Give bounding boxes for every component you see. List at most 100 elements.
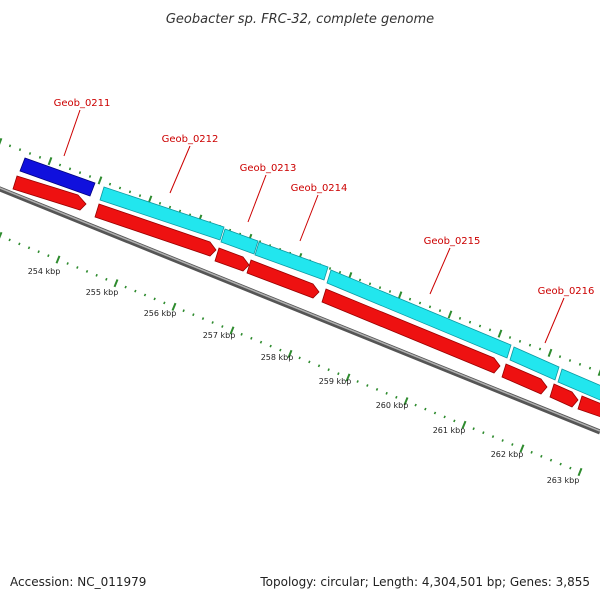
minor-tick (58, 163, 62, 167)
minor-tick (385, 391, 388, 395)
cds-arrow[interactable] (501, 363, 548, 395)
gene-track (99, 186, 600, 401)
minor-tick (472, 427, 475, 431)
major-tick (229, 326, 235, 335)
minor-tick (143, 293, 147, 297)
minor-tick (259, 340, 263, 344)
gene-feature[interactable] (220, 228, 259, 255)
minor-tick (528, 343, 532, 347)
minor-tick (327, 368, 330, 372)
minor-tick (414, 403, 417, 407)
gene-feature[interactable] (326, 269, 512, 359)
cds-arrow[interactable] (549, 383, 579, 408)
minor-tick (491, 435, 495, 439)
other-feature-track (19, 157, 96, 197)
cds-arrow[interactable] (246, 259, 320, 299)
minor-tick (153, 297, 156, 301)
major-tick (519, 444, 525, 453)
gene-label[interactable]: Geob_0211 (54, 98, 111, 109)
minor-tick (501, 439, 504, 442)
gene-label-leader (247, 174, 267, 223)
inner-tick-ring (0, 231, 583, 477)
minor-tick (308, 360, 311, 364)
minor-tick (328, 267, 332, 270)
minor-tick (8, 144, 12, 148)
minor-tick (38, 155, 42, 159)
minor-tick (549, 458, 553, 462)
cds-track (12, 175, 600, 418)
major-tick (345, 373, 351, 382)
minor-tick (182, 309, 185, 313)
major-tick (0, 137, 3, 145)
minor-tick (163, 301, 166, 305)
other-feature[interactable] (19, 157, 96, 197)
minor-tick (508, 336, 512, 339)
minor-tick (279, 348, 282, 352)
gene-label[interactable]: Geob_0213 (240, 163, 297, 174)
minor-tick (511, 443, 514, 446)
minor-tick (240, 332, 243, 336)
position-label: 255 kbp (86, 288, 119, 297)
minor-tick (482, 431, 485, 435)
minor-tick (478, 324, 482, 328)
major-tick (47, 157, 53, 166)
cds-arrow[interactable] (94, 203, 217, 257)
minor-tick (418, 301, 422, 305)
outer-tick-ring (0, 137, 600, 377)
minor-tick (518, 339, 522, 343)
minor-tick (375, 387, 379, 391)
minor-tick (138, 194, 142, 198)
cds-arrow[interactable] (214, 247, 250, 272)
minor-tick (366, 384, 369, 387)
cds-arrow[interactable] (577, 395, 600, 418)
gene-feature[interactable] (509, 346, 560, 381)
position-label: 260 kbp (376, 401, 409, 410)
major-tick (113, 279, 119, 288)
minor-tick (395, 395, 398, 399)
minor-tick (378, 286, 382, 290)
minor-tick (530, 450, 533, 454)
accession-text: Accession: NC_011979 (10, 575, 146, 589)
minor-tick (408, 297, 412, 301)
minor-tick (540, 454, 543, 458)
minor-tick (538, 347, 542, 351)
minor-tick (433, 411, 437, 415)
gene-label[interactable]: Geob_0216 (538, 286, 595, 297)
minor-tick (18, 242, 21, 246)
minor-tick (178, 209, 182, 213)
minor-tick (108, 182, 112, 186)
minor-tick (368, 282, 372, 286)
minor-tick (118, 186, 122, 190)
minor-tick (221, 325, 224, 328)
minor-tick (28, 152, 32, 155)
minor-tick (468, 320, 472, 324)
major-tick (403, 397, 409, 406)
position-label: 254 kbp (28, 267, 61, 276)
gene-label[interactable]: Geob_0215 (424, 236, 481, 247)
gene-label[interactable]: Geob_0212 (162, 134, 219, 145)
position-label: 258 kbp (261, 353, 294, 362)
major-tick (171, 302, 177, 311)
major-tick (461, 420, 467, 429)
gene-feature[interactable] (99, 186, 225, 241)
position-label: 261 kbp (433, 426, 466, 435)
minor-tick (558, 355, 562, 359)
minor-tick (85, 269, 89, 273)
gene-feature[interactable] (254, 241, 329, 281)
gene-feature[interactable] (557, 368, 600, 401)
minor-tick (568, 359, 572, 362)
gene-label-leader (429, 247, 451, 295)
minor-tick (317, 364, 321, 368)
gene-label[interactable]: Geob_0214 (291, 183, 348, 194)
gene-labels: Geob_0211 Geob_0212 Geob_0213 Geob_0214 … (54, 98, 595, 344)
minor-tick (68, 167, 72, 171)
minor-tick (569, 466, 572, 470)
minor-tick (453, 419, 456, 423)
minor-tick (201, 317, 205, 321)
cds-arrow[interactable] (12, 175, 87, 211)
minor-tick (105, 277, 108, 281)
position-label: 262 kbp (491, 450, 524, 459)
cds-arrow[interactable] (321, 288, 501, 374)
minor-tick (158, 201, 162, 205)
minor-tick (588, 366, 592, 370)
